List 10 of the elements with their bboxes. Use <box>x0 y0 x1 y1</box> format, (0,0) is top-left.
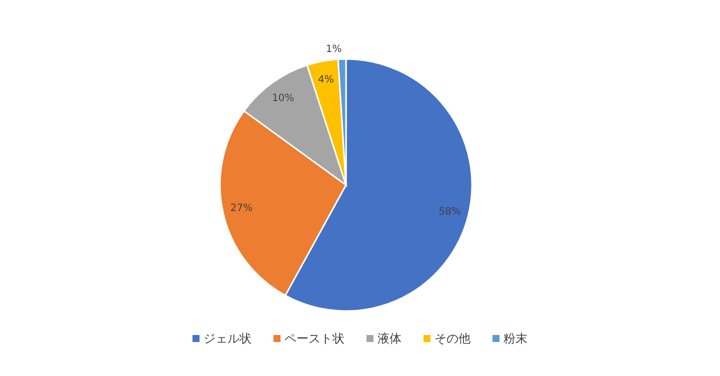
legend-label: ペースト状 <box>284 331 344 346</box>
legend-label: その他 <box>434 331 470 346</box>
legend-label: 液体 <box>378 331 402 346</box>
legend-label: ジェル状 <box>204 331 252 346</box>
data-label: 58% <box>438 206 461 218</box>
data-label: 10% <box>272 93 294 104</box>
data-label: 27% <box>230 203 253 214</box>
data-label: 1% <box>326 44 342 55</box>
data-label: 4% <box>318 74 334 86</box>
legend-label: 粉末 <box>504 331 528 346</box>
